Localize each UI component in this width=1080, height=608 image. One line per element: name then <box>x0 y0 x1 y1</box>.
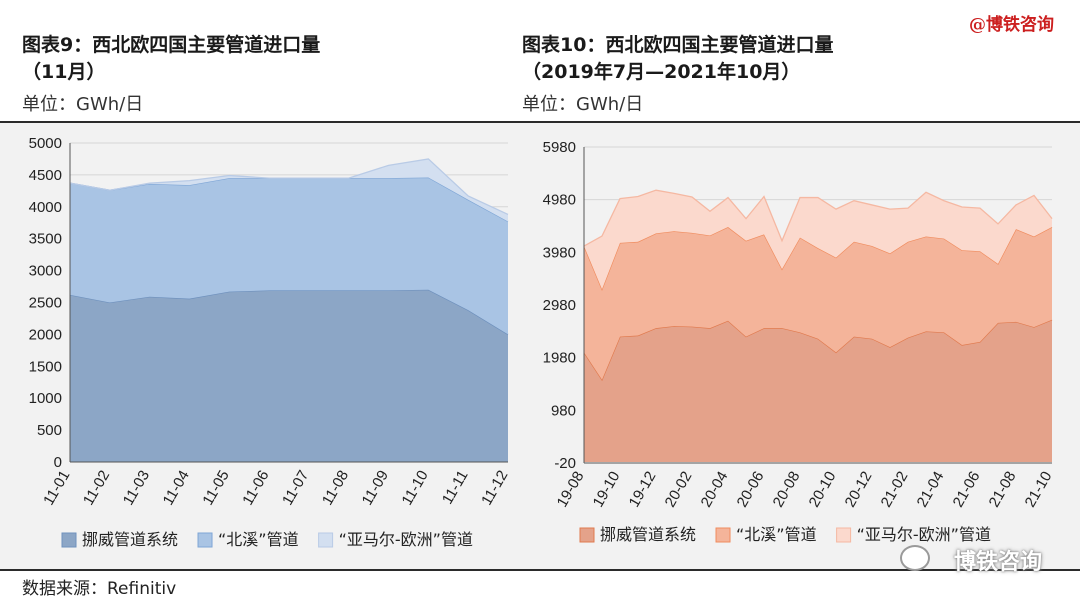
left-xtick-label: 11-09 <box>359 468 392 509</box>
right-xtick-label: 21-10 <box>1022 469 1056 511</box>
right-xtick-label: 21-04 <box>914 469 948 511</box>
left-legend-swatch-2 <box>197 532 213 548</box>
left-title-line1: 图表9：西北欧四国主要管道进口量 <box>22 34 321 56</box>
right-legend-swatch-3 <box>836 527 852 543</box>
left-ytick-label: 2500 <box>29 295 62 312</box>
bottom-divider <box>0 569 1080 571</box>
left-legend-swatch-1 <box>61 532 77 548</box>
left-ytick-label: 2000 <box>29 326 62 343</box>
watermark-text: 博铁咨询 <box>953 550 1042 575</box>
left-xtick-label: 11-06 <box>239 468 272 509</box>
right-xtick-label: 20-12 <box>842 469 876 511</box>
left-xtick-label: 11-05 <box>199 468 232 509</box>
left-ytick-label: 5000 <box>29 135 62 152</box>
right-ytick-label: -20 <box>554 455 576 472</box>
left-xtick-label: 11-11 <box>439 468 472 508</box>
right-legend-swatch-1 <box>579 527 595 543</box>
right-xtick-label: 20-06 <box>734 469 768 511</box>
left-xtick-label: 11-07 <box>279 468 312 509</box>
wechat-icon <box>900 545 930 571</box>
right-legend-label-3: “亚马尔-欧洲”管道 <box>857 525 991 544</box>
left-series-area-3 <box>70 158 508 222</box>
left-xtick-label: 11-02 <box>80 468 113 509</box>
source-note: 数据来源：Refinitiv <box>22 579 177 599</box>
right-xtick-label: 21-06 <box>950 469 984 511</box>
right-legend-label-2: “北溪”管道 <box>736 525 817 544</box>
left-xtick-label: 11-04 <box>160 468 193 509</box>
left-ytick-label: 1500 <box>29 358 62 375</box>
brand-logo-text: @博铁咨询 <box>969 15 1054 35</box>
left-legend-swatch-3 <box>318 532 334 548</box>
right-series-area-3 <box>584 190 1052 290</box>
right-series-area-2 <box>584 227 1052 380</box>
left-ytick-label: 3500 <box>29 231 62 248</box>
right-series-line-3 <box>583 189 1053 247</box>
right-xtick-label: 19-12 <box>626 469 660 511</box>
right-unit-label: 单位：GWh/日 <box>522 94 644 115</box>
right-ytick-label: 3980 <box>543 244 576 261</box>
left-ytick-label: 4000 <box>29 199 62 216</box>
left-title-line2: （11月） <box>22 61 106 83</box>
left-xtick-label: 11-01 <box>40 468 73 509</box>
right-ytick-label: 4980 <box>543 192 576 209</box>
right-ytick-label: 1980 <box>543 350 576 367</box>
left-legend-label-1: 挪威管道系统 <box>82 530 178 549</box>
left-chart-title: 图表9：西北欧四国主要管道进口量 （11月） <box>22 32 320 86</box>
right-xtick-label: 19-08 <box>554 469 588 511</box>
right-xtick-label: 19-10 <box>590 469 624 511</box>
top-divider <box>0 121 1080 123</box>
left-series-area-1 <box>70 289 508 462</box>
right-ytick-label: 980 <box>551 402 576 419</box>
left-xtick-label: 11-03 <box>120 468 153 509</box>
left-ytick-label: 3000 <box>29 263 62 280</box>
right-xtick-label: 21-08 <box>986 469 1020 511</box>
right-chart-title: 图表10：西北欧四国主要管道进口量 （2019年7月—2021年10月） <box>522 32 833 86</box>
left-ytick-label: 4500 <box>29 167 62 184</box>
left-ytick-label: 0 <box>54 454 62 471</box>
right-title-line1: 图表10：西北欧四国主要管道进口量 <box>522 34 834 56</box>
left-series-area-2 <box>70 177 508 335</box>
right-xtick-label: 21-02 <box>878 469 912 511</box>
right-ytick-label: 2980 <box>543 297 576 314</box>
right-xtick-label: 20-10 <box>806 469 840 511</box>
right-series-area-1 <box>584 319 1052 462</box>
left-ytick-label: 1000 <box>29 390 62 407</box>
right-xtick-label: 20-04 <box>698 469 732 511</box>
right-legend-swatch-2 <box>715 527 731 543</box>
right-xtick-label: 20-02 <box>662 469 696 511</box>
left-ytick-label: 500 <box>37 422 62 439</box>
left-legend-label-2: “北溪”管道 <box>218 530 299 549</box>
left-series-line-3 <box>69 158 509 216</box>
left-legend-label-3: “亚马尔-欧洲”管道 <box>339 530 473 549</box>
right-ytick-label: 5980 <box>543 139 576 156</box>
left-xtick-label: 11-08 <box>319 468 352 509</box>
left-xtick-label: 11-12 <box>478 468 511 509</box>
left-unit-label: 单位：GWh/日 <box>22 94 144 115</box>
right-legend-label-1: 挪威管道系统 <box>600 525 696 544</box>
left-xtick-label: 11-10 <box>398 468 431 509</box>
right-title-line2: （2019年7月—2021年10月） <box>522 61 801 83</box>
right-xtick-label: 20-08 <box>770 469 804 511</box>
